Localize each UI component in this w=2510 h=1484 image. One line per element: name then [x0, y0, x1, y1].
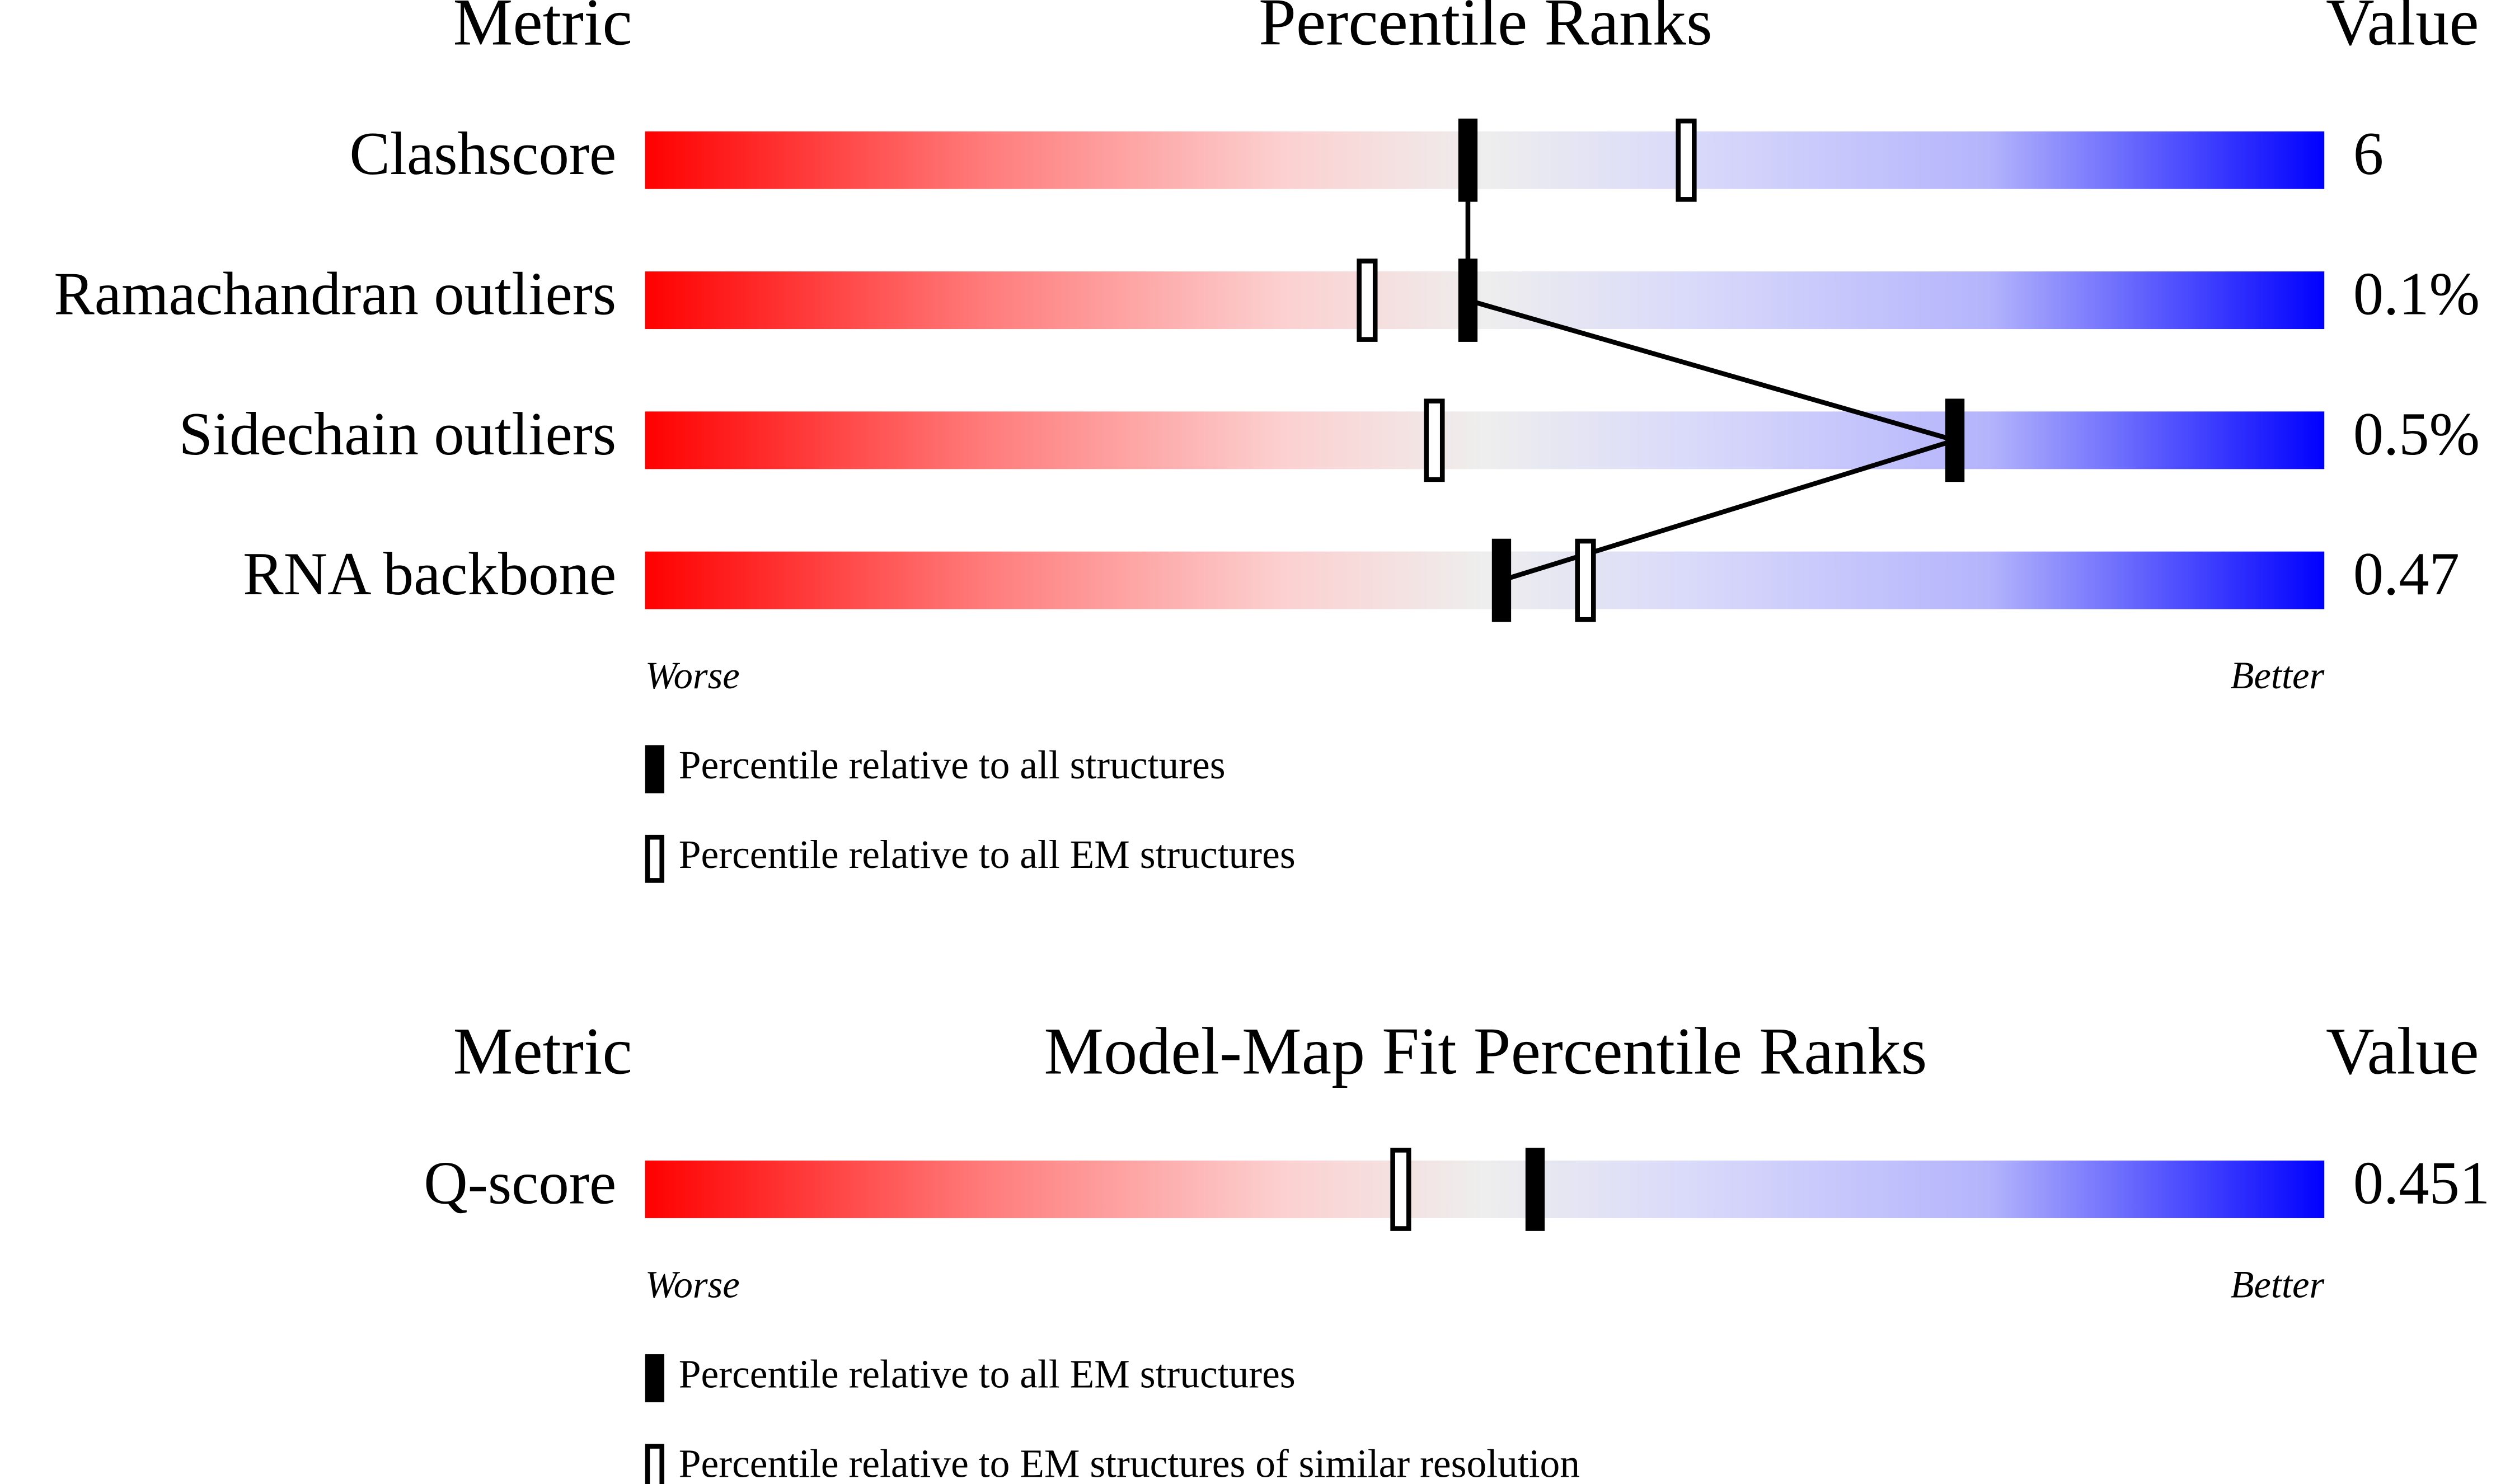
legend-swatch — [645, 1354, 665, 1402]
rank-marker-hollow — [1575, 538, 1596, 622]
axis-high-label: Better — [2231, 1264, 2325, 1306]
rank-marker-hollow — [1357, 259, 1378, 342]
axis-low-label: Worse — [645, 654, 740, 697]
rank-marker-filled — [1458, 259, 1478, 342]
rank-marker-filled — [1458, 118, 1478, 202]
rank-marker-hollow — [1424, 398, 1445, 482]
legend-label: Percentile relative to all EM structures — [679, 1352, 1296, 1396]
rank-marker-hollow — [1676, 118, 1697, 202]
header-metric: Metric — [453, 1013, 632, 1088]
header-metric: Metric — [453, 0, 632, 59]
rank-marker-hollow — [1390, 1148, 1411, 1231]
slider-bar — [645, 551, 2325, 609]
rank-marker-filled — [1491, 538, 1512, 622]
legend-swatch — [645, 1444, 665, 1484]
metric-value: 0.47 — [2353, 540, 2460, 608]
header-value: Value — [2326, 1013, 2479, 1088]
rank-connector — [1465, 160, 1964, 583]
legend-label: Percentile relative to all EM structures — [679, 833, 1296, 877]
metric-label: Clashscore — [349, 120, 616, 187]
metric-label: Sidechain outliers — [179, 400, 616, 468]
metric-value: 0.451 — [2353, 1149, 2490, 1217]
slider-bar — [645, 271, 2325, 330]
metric-value: 6 — [2353, 120, 2384, 187]
slider-bar — [645, 1160, 2325, 1218]
header-title: Percentile Ranks — [1259, 0, 1713, 59]
metric-label: Q-score — [424, 1149, 616, 1217]
metric-value: 0.1% — [2353, 260, 2480, 327]
metric-label: Ramachandran outliers — [54, 260, 616, 327]
rank-marker-filled — [1525, 1148, 1545, 1231]
rank-marker-filled — [1945, 398, 1965, 482]
legend-swatch — [645, 834, 665, 883]
metric-label: RNA backbone — [243, 540, 616, 608]
metric-value: 0.5% — [2353, 400, 2480, 468]
header-title: Model-Map Fit Percentile Ranks — [1044, 1013, 1927, 1088]
slider-bar — [645, 411, 2325, 469]
legend-label: Percentile relative to all structures — [679, 743, 1226, 787]
header-value: Value — [2326, 0, 2479, 59]
axis-high-label: Better — [2231, 654, 2325, 697]
axis-low-label: Worse — [645, 1264, 740, 1306]
slider-bar — [645, 131, 2325, 189]
legend-label: Percentile relative to EM structures of … — [679, 1442, 1580, 1484]
legend-swatch — [645, 745, 665, 793]
